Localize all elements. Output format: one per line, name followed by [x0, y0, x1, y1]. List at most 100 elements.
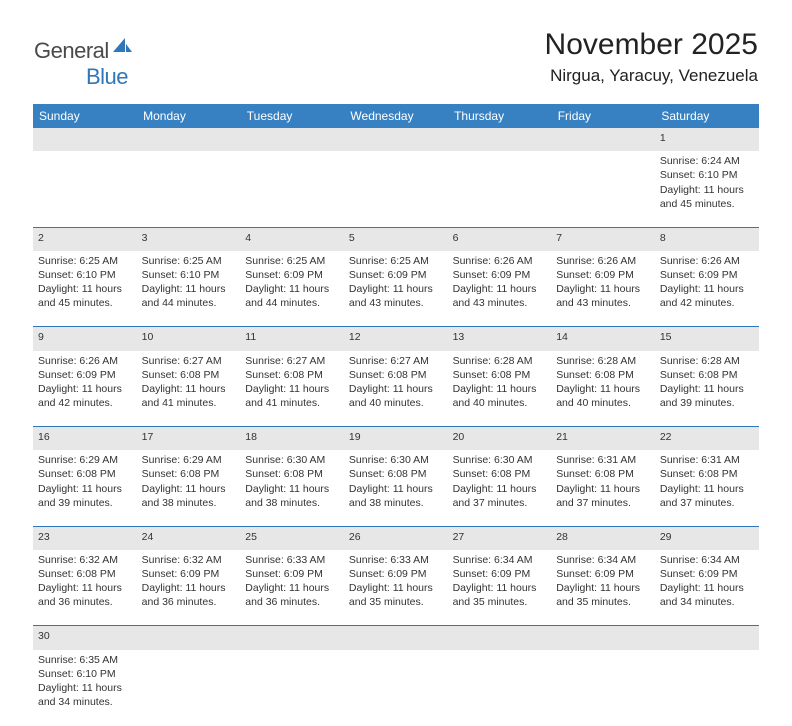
sunset-line: Sunset: 6:09 PM — [660, 268, 754, 282]
sunset-line: Sunset: 6:10 PM — [38, 268, 132, 282]
day-number — [551, 128, 655, 151]
month-title: November 2025 — [545, 28, 758, 62]
sail-icon — [111, 36, 133, 59]
day-cell — [551, 151, 655, 227]
day-number — [448, 128, 552, 151]
sunset-line: Sunset: 6:09 PM — [556, 567, 650, 581]
day-number — [137, 626, 241, 650]
location: Nirgua, Yaracuy, Venezuela — [545, 66, 758, 86]
day-number — [344, 128, 448, 151]
day-cell: Sunrise: 6:30 AMSunset: 6:08 PMDaylight:… — [240, 450, 344, 526]
day-header: Tuesday — [240, 104, 344, 128]
sunset-line: Sunset: 6:08 PM — [245, 368, 339, 382]
day-cell: Sunrise: 6:34 AMSunset: 6:09 PMDaylight:… — [448, 550, 552, 626]
day-cell — [344, 151, 448, 227]
daylight-line2: and 34 minutes. — [660, 595, 754, 609]
daylight-line2: and 42 minutes. — [38, 396, 132, 410]
day-number — [240, 128, 344, 151]
sunset-line: Sunset: 6:09 PM — [453, 567, 547, 581]
daylight-line1: Daylight: 11 hours — [38, 482, 132, 496]
sunrise-line: Sunrise: 6:31 AM — [660, 453, 754, 467]
day-cell — [240, 151, 344, 227]
sunrise-line: Sunrise: 6:27 AM — [349, 354, 443, 368]
sunrise-line: Sunrise: 6:34 AM — [660, 553, 754, 567]
daylight-line2: and 36 minutes. — [245, 595, 339, 609]
daylight-line1: Daylight: 11 hours — [38, 581, 132, 595]
day-cell: Sunrise: 6:25 AMSunset: 6:09 PMDaylight:… — [240, 251, 344, 327]
day-number: 26 — [344, 526, 448, 550]
sunset-line: Sunset: 6:09 PM — [660, 567, 754, 581]
sunset-line: Sunset: 6:09 PM — [556, 268, 650, 282]
daylight-line2: and 45 minutes. — [38, 296, 132, 310]
daylight-line1: Daylight: 11 hours — [660, 282, 754, 296]
daylight-line1: Daylight: 11 hours — [142, 581, 236, 595]
day-cell — [655, 650, 759, 726]
sunrise-line: Sunrise: 6:30 AM — [453, 453, 547, 467]
sunrise-line: Sunrise: 6:24 AM — [660, 154, 754, 168]
sunrise-line: Sunrise: 6:25 AM — [38, 254, 132, 268]
day-header: Wednesday — [344, 104, 448, 128]
day-number: 5 — [344, 227, 448, 251]
day-number: 2 — [33, 227, 137, 251]
sunset-line: Sunset: 6:08 PM — [245, 467, 339, 481]
week-row: Sunrise: 6:35 AMSunset: 6:10 PMDaylight:… — [33, 650, 759, 726]
day-cell: Sunrise: 6:30 AMSunset: 6:08 PMDaylight:… — [448, 450, 552, 526]
day-cell: Sunrise: 6:28 AMSunset: 6:08 PMDaylight:… — [655, 351, 759, 427]
day-number: 21 — [551, 427, 655, 451]
day-header: Monday — [137, 104, 241, 128]
daylight-line1: Daylight: 11 hours — [453, 482, 547, 496]
day-cell — [448, 151, 552, 227]
day-number: 24 — [137, 526, 241, 550]
sunset-line: Sunset: 6:08 PM — [38, 567, 132, 581]
sunset-line: Sunset: 6:09 PM — [38, 368, 132, 382]
sunrise-line: Sunrise: 6:25 AM — [349, 254, 443, 268]
sunrise-line: Sunrise: 6:30 AM — [349, 453, 443, 467]
sunrise-line: Sunrise: 6:28 AM — [556, 354, 650, 368]
sunset-line: Sunset: 6:08 PM — [556, 467, 650, 481]
day-number: 28 — [551, 526, 655, 550]
calendar-table: SundayMondayTuesdayWednesdayThursdayFrid… — [33, 104, 759, 726]
daylight-line2: and 44 minutes. — [142, 296, 236, 310]
day-cell: Sunrise: 6:29 AMSunset: 6:08 PMDaylight:… — [33, 450, 137, 526]
week-row: Sunrise: 6:32 AMSunset: 6:08 PMDaylight:… — [33, 550, 759, 626]
sunset-line: Sunset: 6:09 PM — [349, 268, 443, 282]
day-number: 13 — [448, 327, 552, 351]
sunrise-line: Sunrise: 6:33 AM — [349, 553, 443, 567]
daylight-line2: and 41 minutes. — [142, 396, 236, 410]
daylight-line1: Daylight: 11 hours — [453, 282, 547, 296]
day-number: 3 — [137, 227, 241, 251]
day-header: Thursday — [448, 104, 552, 128]
daylight-line2: and 41 minutes. — [245, 396, 339, 410]
sunrise-line: Sunrise: 6:31 AM — [556, 453, 650, 467]
daylight-line1: Daylight: 11 hours — [556, 581, 650, 595]
daylight-line1: Daylight: 11 hours — [660, 382, 754, 396]
daylight-line1: Daylight: 11 hours — [660, 183, 754, 197]
sunset-line: Sunset: 6:09 PM — [245, 268, 339, 282]
logo-text-general: General — [34, 38, 109, 64]
day-number — [551, 626, 655, 650]
sunrise-line: Sunrise: 6:28 AM — [453, 354, 547, 368]
day-cell: Sunrise: 6:27 AMSunset: 6:08 PMDaylight:… — [137, 351, 241, 427]
daylight-line1: Daylight: 11 hours — [556, 382, 650, 396]
daylight-line2: and 40 minutes. — [453, 396, 547, 410]
daylight-line2: and 42 minutes. — [660, 296, 754, 310]
day-header: Saturday — [655, 104, 759, 128]
sunrise-line: Sunrise: 6:34 AM — [556, 553, 650, 567]
title-block: November 2025 Nirgua, Yaracuy, Venezuela — [545, 28, 758, 86]
day-cell — [240, 650, 344, 726]
daylight-line2: and 38 minutes. — [142, 496, 236, 510]
daylight-line1: Daylight: 11 hours — [453, 382, 547, 396]
sunset-line: Sunset: 6:09 PM — [245, 567, 339, 581]
day-number: 30 — [33, 626, 137, 650]
day-cell: Sunrise: 6:30 AMSunset: 6:08 PMDaylight:… — [344, 450, 448, 526]
daynum-row: 16171819202122 — [33, 427, 759, 451]
daylight-line1: Daylight: 11 hours — [245, 382, 339, 396]
sunset-line: Sunset: 6:08 PM — [349, 368, 443, 382]
day-number: 4 — [240, 227, 344, 251]
day-number: 1 — [655, 128, 759, 151]
day-header: Friday — [551, 104, 655, 128]
day-cell: Sunrise: 6:24 AMSunset: 6:10 PMDaylight:… — [655, 151, 759, 227]
sunrise-line: Sunrise: 6:26 AM — [556, 254, 650, 268]
day-cell: Sunrise: 6:27 AMSunset: 6:08 PMDaylight:… — [240, 351, 344, 427]
week-row: Sunrise: 6:25 AMSunset: 6:10 PMDaylight:… — [33, 251, 759, 327]
